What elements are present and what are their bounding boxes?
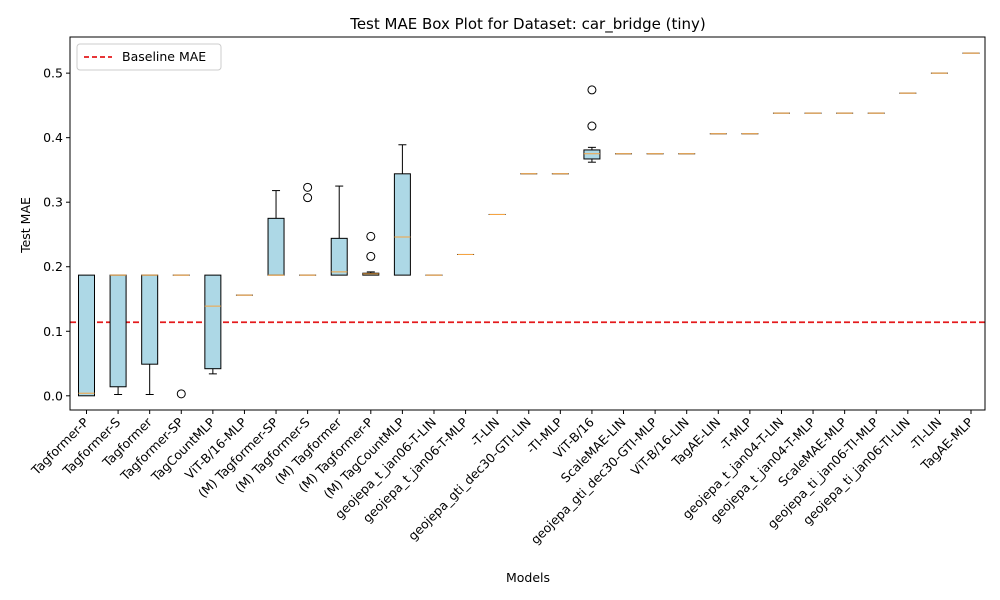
outlier-point [366, 251, 376, 261]
outlier-point [587, 85, 597, 95]
box-1 [78, 274, 95, 397]
box-body [204, 274, 222, 370]
legend-frame [76, 43, 222, 71]
legend: Baseline MAE [76, 43, 222, 71]
outlier-point [366, 231, 376, 241]
box-body [267, 217, 285, 276]
x-axis-label: Models [506, 570, 550, 585]
outlier-point [303, 182, 313, 192]
outlier-point [303, 193, 313, 203]
box-17 [583, 85, 601, 163]
legend-baseline-label: Baseline MAE [122, 49, 206, 64]
y-tick-label: 0.1 [43, 324, 63, 339]
box-body [393, 173, 411, 276]
box-body [141, 274, 159, 365]
y-axis-label: Test MAE [18, 197, 33, 254]
y-tick-label: 0.4 [43, 130, 63, 145]
box-8 [299, 182, 317, 276]
box-4 [172, 274, 190, 399]
box-3 [141, 274, 159, 396]
plot-area: 0.00.10.20.30.40.5Tagformer-PTagformer-S… [28, 36, 986, 547]
y-tick-label: 0.3 [43, 195, 63, 210]
box-5 [204, 274, 222, 375]
box-body [583, 149, 601, 160]
box-9 [330, 185, 348, 276]
outlier-point [587, 121, 597, 131]
chart-title: Test MAE Box Plot for Dataset: car_bridg… [349, 15, 706, 34]
y-tick-label: 0.0 [43, 388, 63, 403]
y-tick-label: 0.2 [43, 259, 63, 274]
box-body [330, 237, 348, 276]
box-body [78, 274, 95, 397]
box-2 [109, 274, 127, 396]
box-body [109, 274, 127, 388]
outlier-point [176, 389, 186, 399]
axes-frame [69, 36, 986, 411]
box-7 [267, 190, 285, 276]
box-11 [393, 144, 411, 276]
box-10 [362, 231, 380, 276]
y-tick-label: 0.5 [43, 66, 63, 81]
